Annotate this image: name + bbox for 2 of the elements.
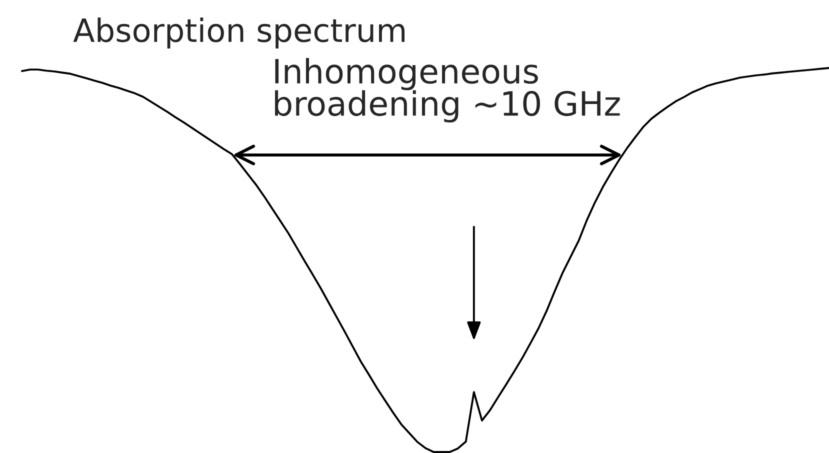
annotation: Inhomogeneous broadening ~10 GHz [275, 58, 620, 123]
chart-title: Absorption spectrum [73, 18, 405, 48]
